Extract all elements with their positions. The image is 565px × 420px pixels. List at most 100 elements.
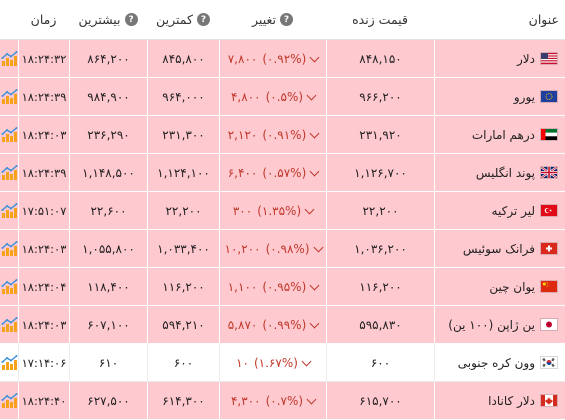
currency-name[interactable]: وون کره جنوبی xyxy=(457,355,535,370)
change-percent: (۰.۹۵%) xyxy=(262,279,307,294)
currency-name-cell[interactable]: لیر ترکیه xyxy=(434,192,565,229)
chart-link[interactable] xyxy=(0,78,18,115)
table-row[interactable]: درهم امارات ۲۳۱,۹۲۰ (۰.۹۱%) ۲,۱۲۰ ۲۳۱,۳۰۰ ۲۳۶… xyxy=(0,116,565,154)
chart-icon[interactable] xyxy=(1,354,18,371)
table-row[interactable]: وون کره جنوبی ۶۰۰ (۱.۶۷%) ۱۰ ۶۰۰ ۶۱۰ ۱۷:۱۴:۰۶ xyxy=(0,344,565,382)
chart-icon[interactable] xyxy=(1,126,18,143)
currency-name-cell[interactable]: دلار xyxy=(434,40,565,77)
chart-link[interactable] xyxy=(0,40,18,77)
change-value: ۱,۱۰۰ xyxy=(227,279,258,294)
help-icon[interactable]: ? xyxy=(124,13,138,26)
chart-link[interactable] xyxy=(0,306,18,343)
change-value: ۴,۳۰۰ xyxy=(230,393,261,408)
jp-flag xyxy=(541,319,557,330)
change-cell: (۱.۳۵%) ۳۰۰ xyxy=(219,192,326,229)
currency-name[interactable]: لیر ترکیه xyxy=(491,203,535,218)
table-row[interactable]: دلار کانادا ۶۱۵,۷۰۰ (۰.۷%) ۴,۳۰۰ ۶۱۴,۳۰۰ ۶۲۷,… xyxy=(0,382,565,420)
header-high[interactable]: ? بیشترین xyxy=(69,0,147,39)
help-icon[interactable]: ? xyxy=(196,13,210,26)
chart-icon[interactable] xyxy=(1,88,18,105)
header-price[interactable]: قیمت زنده xyxy=(352,12,408,27)
header-time[interactable]: زمان xyxy=(30,12,57,27)
chart-icon[interactable] xyxy=(1,278,18,295)
chart-link[interactable] xyxy=(0,154,18,191)
chevron-down-icon xyxy=(306,394,317,404)
chart-link[interactable] xyxy=(0,116,18,153)
chart-link[interactable] xyxy=(0,382,18,419)
live-price: ۱,۱۲۶,۷۰۰ xyxy=(326,154,434,191)
currency-name-cell[interactable]: وون کره جنوبی xyxy=(434,344,565,381)
live-price: ۶۰۰ xyxy=(326,344,434,381)
ca-flag xyxy=(541,395,557,406)
cn-flag xyxy=(541,281,557,292)
currency-name-cell[interactable]: فرانک سوئیس xyxy=(434,230,565,267)
header-high-label: بیشترین xyxy=(78,12,121,27)
high-price: ۶۰۷,۱۰۰ xyxy=(69,306,147,343)
currency-name[interactable]: دلار xyxy=(517,51,535,66)
change-cell: (۰.۹۲%) ۷,۸۰۰ xyxy=(219,40,326,77)
currency-name[interactable]: یوان چین xyxy=(489,279,535,294)
table-row[interactable]: لیر ترکیه ۲۲,۲۰۰ (۱.۳۵%) ۳۰۰ ۲۲,۲۰۰ ۲۲,۶۰۰ ۱۷:… xyxy=(0,192,565,230)
change-percent: (۰.۹۱%) xyxy=(262,127,307,142)
us-flag xyxy=(541,53,557,64)
chart-icon[interactable] xyxy=(1,164,18,181)
ch-flag xyxy=(541,243,557,254)
low-price: ۱۱۶,۲۰۰ xyxy=(147,268,219,305)
header-low[interactable]: ? کمترین xyxy=(147,0,219,39)
header-chart xyxy=(0,0,18,39)
currency-name[interactable]: دلار کانادا xyxy=(488,393,535,408)
table-row[interactable]: دلار ۸۴۸,۱۵۰ (۰.۹۲%) ۷,۸۰۰ ۸۴۵,۸۰۰ ۸۶۴,۲۰۰ ۱۸:… xyxy=(0,40,565,78)
currency-name-cell[interactable]: یورو xyxy=(434,78,565,115)
low-price: ۲۲,۲۰۰ xyxy=(147,192,219,229)
table-row[interactable]: ین ژاپن (۱۰۰ ین) ۵۹۵,۸۳۰ (۰.۹۹%) ۵,۸۷۰ ۵۹۴,۲… xyxy=(0,306,565,344)
currency-name[interactable]: ین ژاپن (۱۰۰ ین) xyxy=(448,317,535,332)
change-percent: (۰.۹۹%) xyxy=(262,317,307,332)
chart-link[interactable] xyxy=(0,268,18,305)
header-name[interactable]: عنوان xyxy=(528,12,559,27)
table-row[interactable]: یورو ۹۶۶,۲۰۰ (۰.۵%) ۴,۸۰۰ ۹۶۴,۰۰۰ ۹۸۴,۹۰۰ ۱۸:۲… xyxy=(0,78,565,116)
kr-flag xyxy=(541,357,557,368)
chart-icon[interactable] xyxy=(1,50,18,67)
currency-name-cell[interactable]: درهم امارات xyxy=(434,116,565,153)
change-value: ۲,۱۲۰ xyxy=(227,127,258,142)
eu-flag xyxy=(541,91,557,102)
live-price: ۶۱۵,۷۰۰ xyxy=(326,382,434,419)
low-price: ۱,۱۲۴,۱۰۰ xyxy=(147,154,219,191)
chart-icon[interactable] xyxy=(1,202,18,219)
change-percent: (۰.۵%) xyxy=(265,89,304,104)
table-row[interactable]: پوند انگلیس ۱,۱۲۶,۷۰۰ (۰.۵۷%) ۶,۴۰۰ ۱,۱۲۴,۱۰… xyxy=(0,154,565,192)
update-time: ۱۸:۲۴:۰۳ xyxy=(18,116,69,153)
change-percent: (۰.۷%) xyxy=(265,393,304,408)
high-price: ۶۲۷,۵۰۰ xyxy=(69,382,147,419)
chart-icon[interactable] xyxy=(1,240,18,257)
change-percent: (۱.۳۵%) xyxy=(257,203,302,218)
currency-name[interactable]: یورو xyxy=(513,89,535,104)
low-price: ۲۳۱,۳۰۰ xyxy=(147,116,219,153)
tr-flag xyxy=(541,205,557,216)
chart-link[interactable] xyxy=(0,192,18,229)
currency-name[interactable]: فرانک سوئیس xyxy=(462,241,535,256)
currency-name-cell[interactable]: دلار کانادا xyxy=(434,382,565,419)
chart-icon[interactable] xyxy=(1,392,18,409)
currency-name-cell[interactable]: یوان چین xyxy=(434,268,565,305)
currency-name-cell[interactable]: پوند انگلیس xyxy=(434,154,565,191)
update-time: ۱۸:۲۴:۳۹ xyxy=(18,154,69,191)
change-percent: (۱.۶۷%) xyxy=(253,355,298,370)
chart-icon[interactable] xyxy=(1,316,18,333)
chart-link[interactable] xyxy=(0,344,18,381)
live-price: ۱,۰۳۶,۲۰۰ xyxy=(326,230,434,267)
currency-name[interactable]: درهم امارات xyxy=(471,127,535,142)
chart-link[interactable] xyxy=(0,230,18,267)
change-cell: (۰.۹۸%) ۱۰,۲۰۰ xyxy=(219,230,326,267)
header-change[interactable]: ? تغییر xyxy=(219,0,326,39)
currency-name-cell[interactable]: ین ژاپن (۱۰۰ ین) xyxy=(434,306,565,343)
change-percent: (۰.۹۲%) xyxy=(262,51,307,66)
change-value: ۷,۸۰۰ xyxy=(227,51,258,66)
table-row[interactable]: فرانک سوئیس ۱,۰۳۶,۲۰۰ (۰.۹۸%) ۱۰,۲۰۰ ۱,۰۳۳,۴… xyxy=(0,230,565,268)
chevron-down-icon xyxy=(309,52,320,62)
table-row[interactable]: یوان چین ۱۱۶,۲۰۰ (۰.۹۵%) ۱,۱۰۰ ۱۱۶,۲۰۰ ۱۱۸,۴۰… xyxy=(0,268,565,306)
live-price: ۱۱۶,۲۰۰ xyxy=(326,268,434,305)
currency-name[interactable]: پوند انگلیس xyxy=(475,165,535,180)
low-price: ۸۴۵,۸۰۰ xyxy=(147,40,219,77)
help-icon[interactable]: ? xyxy=(279,13,293,26)
